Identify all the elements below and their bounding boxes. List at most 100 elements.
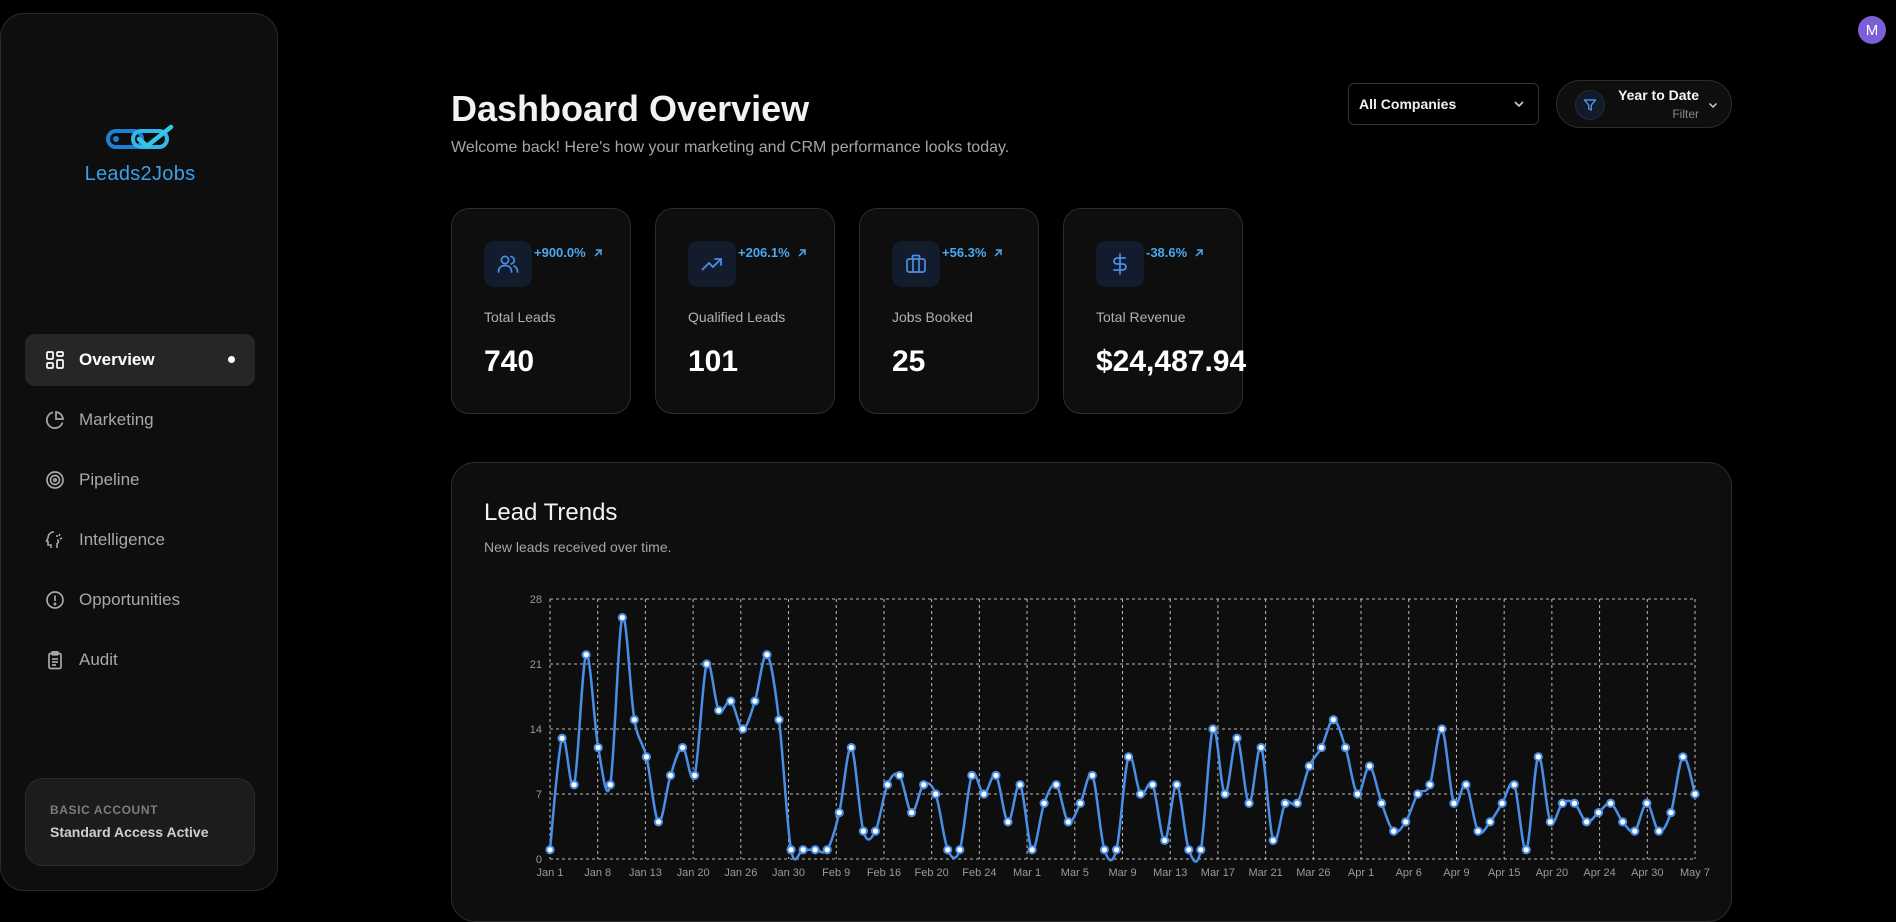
date-filter-sublabel: Filter [1672, 107, 1699, 121]
data-point [991, 770, 1001, 781]
data-point [1593, 807, 1604, 818]
x-tick-label: Jan 13 [629, 867, 662, 879]
y-tick-label: 7 [536, 789, 542, 801]
data-point [1497, 798, 1507, 808]
metric-label: Total Leads [484, 309, 556, 325]
data-point [617, 612, 627, 623]
dollar-icon [1096, 241, 1144, 287]
data-point [906, 807, 917, 818]
data-point [1473, 826, 1483, 836]
lead-trends-chart[interactable]: 0 7 14 21 28 Jan 1 Jan 8 Jan 13 Jan 20 Jan 26 Jan … [452, 463, 1732, 908]
sidebar-item-opportunities[interactable]: Opportunities [25, 574, 255, 626]
metric-card-qualified-leads[interactable]: +206.1% Qualified Leads 101 [655, 208, 835, 414]
data-point [726, 696, 736, 706]
data-point [1461, 780, 1471, 790]
sidebar: Leads2Jobs Overview Marketing Pipeline [0, 13, 278, 891]
filter-icon [1575, 90, 1605, 120]
alert-circle-icon [45, 590, 65, 610]
metric-value: 740 [484, 345, 535, 378]
data-point [1654, 826, 1664, 836]
metric-label: Jobs Booked [892, 309, 973, 325]
data-point [1160, 835, 1170, 846]
x-tick-label: Apr 15 [1488, 867, 1520, 879]
data-point [1196, 845, 1206, 855]
x-tick-label: Feb 9 [822, 867, 850, 879]
sidebar-item-pipeline[interactable]: Pipeline [25, 454, 255, 506]
users-icon [484, 241, 532, 287]
x-tick-label: Mar 17 [1201, 867, 1235, 879]
data-point [1135, 789, 1146, 799]
chevron-down-icon [1707, 98, 1719, 116]
data-point [1220, 789, 1230, 799]
data-point [1389, 826, 1399, 836]
y-tick-label: 0 [536, 854, 542, 866]
user-avatar[interactable]: M [1858, 16, 1886, 44]
data-point [1678, 752, 1688, 762]
brand-logo[interactable]: Leads2Jobs [1, 124, 279, 186]
data-point [1485, 817, 1495, 827]
sidebar-item-label: Opportunities [79, 590, 181, 609]
data-point [822, 845, 832, 855]
x-tick-label: Apr 6 [1396, 867, 1422, 879]
data-point [1063, 817, 1073, 827]
y-tick-label: 21 [530, 659, 542, 671]
lead-trends-panel: Lead Trends New leads received over time… [451, 462, 1732, 922]
data-point [931, 789, 941, 799]
data-point [569, 780, 579, 790]
data-point [1075, 798, 1085, 808]
metric-change: +206.1% [738, 245, 807, 260]
metric-change: +900.0% [534, 245, 603, 260]
data-point [1051, 780, 1061, 790]
page-title: Dashboard Overview [451, 88, 810, 129]
data-point [1256, 742, 1266, 753]
data-point [1268, 835, 1278, 846]
active-indicator-dot [228, 356, 235, 363]
sidebar-item-intelligence[interactable]: Intelligence [25, 514, 255, 566]
sidebar-item-audit[interactable]: Audit [25, 634, 255, 686]
metric-change: +56.3% [942, 245, 1003, 260]
data-point [1292, 798, 1302, 808]
data-point [1581, 817, 1592, 827]
metric-card-jobs-booked[interactable]: +56.3% Jobs Booked 25 [859, 208, 1039, 414]
company-select[interactable]: All Companies [1348, 83, 1539, 125]
data-point [1172, 780, 1182, 790]
data-point [1377, 798, 1387, 808]
data-point [1401, 817, 1411, 827]
data-point [702, 659, 712, 669]
arrow-up-right-icon [594, 248, 602, 257]
data-point [810, 845, 820, 855]
x-tick-label: Jan 8 [584, 867, 611, 879]
data-point [762, 650, 772, 660]
metric-card-total-leads[interactable]: +900.0% Total Leads 740 [451, 208, 631, 414]
trending-up-icon [688, 241, 736, 287]
account-type: BASIC ACCOUNT [50, 803, 159, 817]
metric-change-value: +206.1% [738, 245, 790, 260]
x-tick-label: Jan 20 [677, 867, 710, 879]
sidebar-item-marketing[interactable]: Marketing [25, 394, 255, 446]
data-point [1027, 845, 1037, 855]
data-point [1111, 845, 1122, 855]
account-panel: BASIC ACCOUNT Standard Access Active [25, 778, 255, 866]
data-point [1449, 798, 1459, 808]
metric-card-total-revenue[interactable]: -38.6% Total Revenue $24,487.94 [1063, 208, 1247, 414]
metric-value: $24,487.94 [1096, 345, 1247, 378]
data-point [967, 770, 977, 781]
x-tick-label: Mar 13 [1153, 867, 1187, 879]
data-point [557, 733, 567, 743]
data-point [1437, 724, 1447, 734]
data-point [1545, 817, 1555, 827]
x-tick-label: May 7 [1680, 867, 1710, 879]
data-point [1148, 780, 1158, 790]
data-point [1304, 761, 1314, 771]
sidebar-item-overview[interactable]: Overview [25, 334, 255, 386]
data-point [1413, 789, 1423, 799]
metric-value: 25 [892, 345, 926, 378]
grid-icon [45, 350, 65, 370]
x-tick-label: Jan 1 [537, 867, 564, 879]
date-filter-button[interactable]: Year to Date Filter [1556, 80, 1732, 128]
data-point [1184, 845, 1194, 855]
data-point [774, 715, 784, 725]
data-point [641, 752, 652, 762]
data-point [605, 780, 615, 790]
arrow-up-right-icon [994, 248, 1003, 257]
